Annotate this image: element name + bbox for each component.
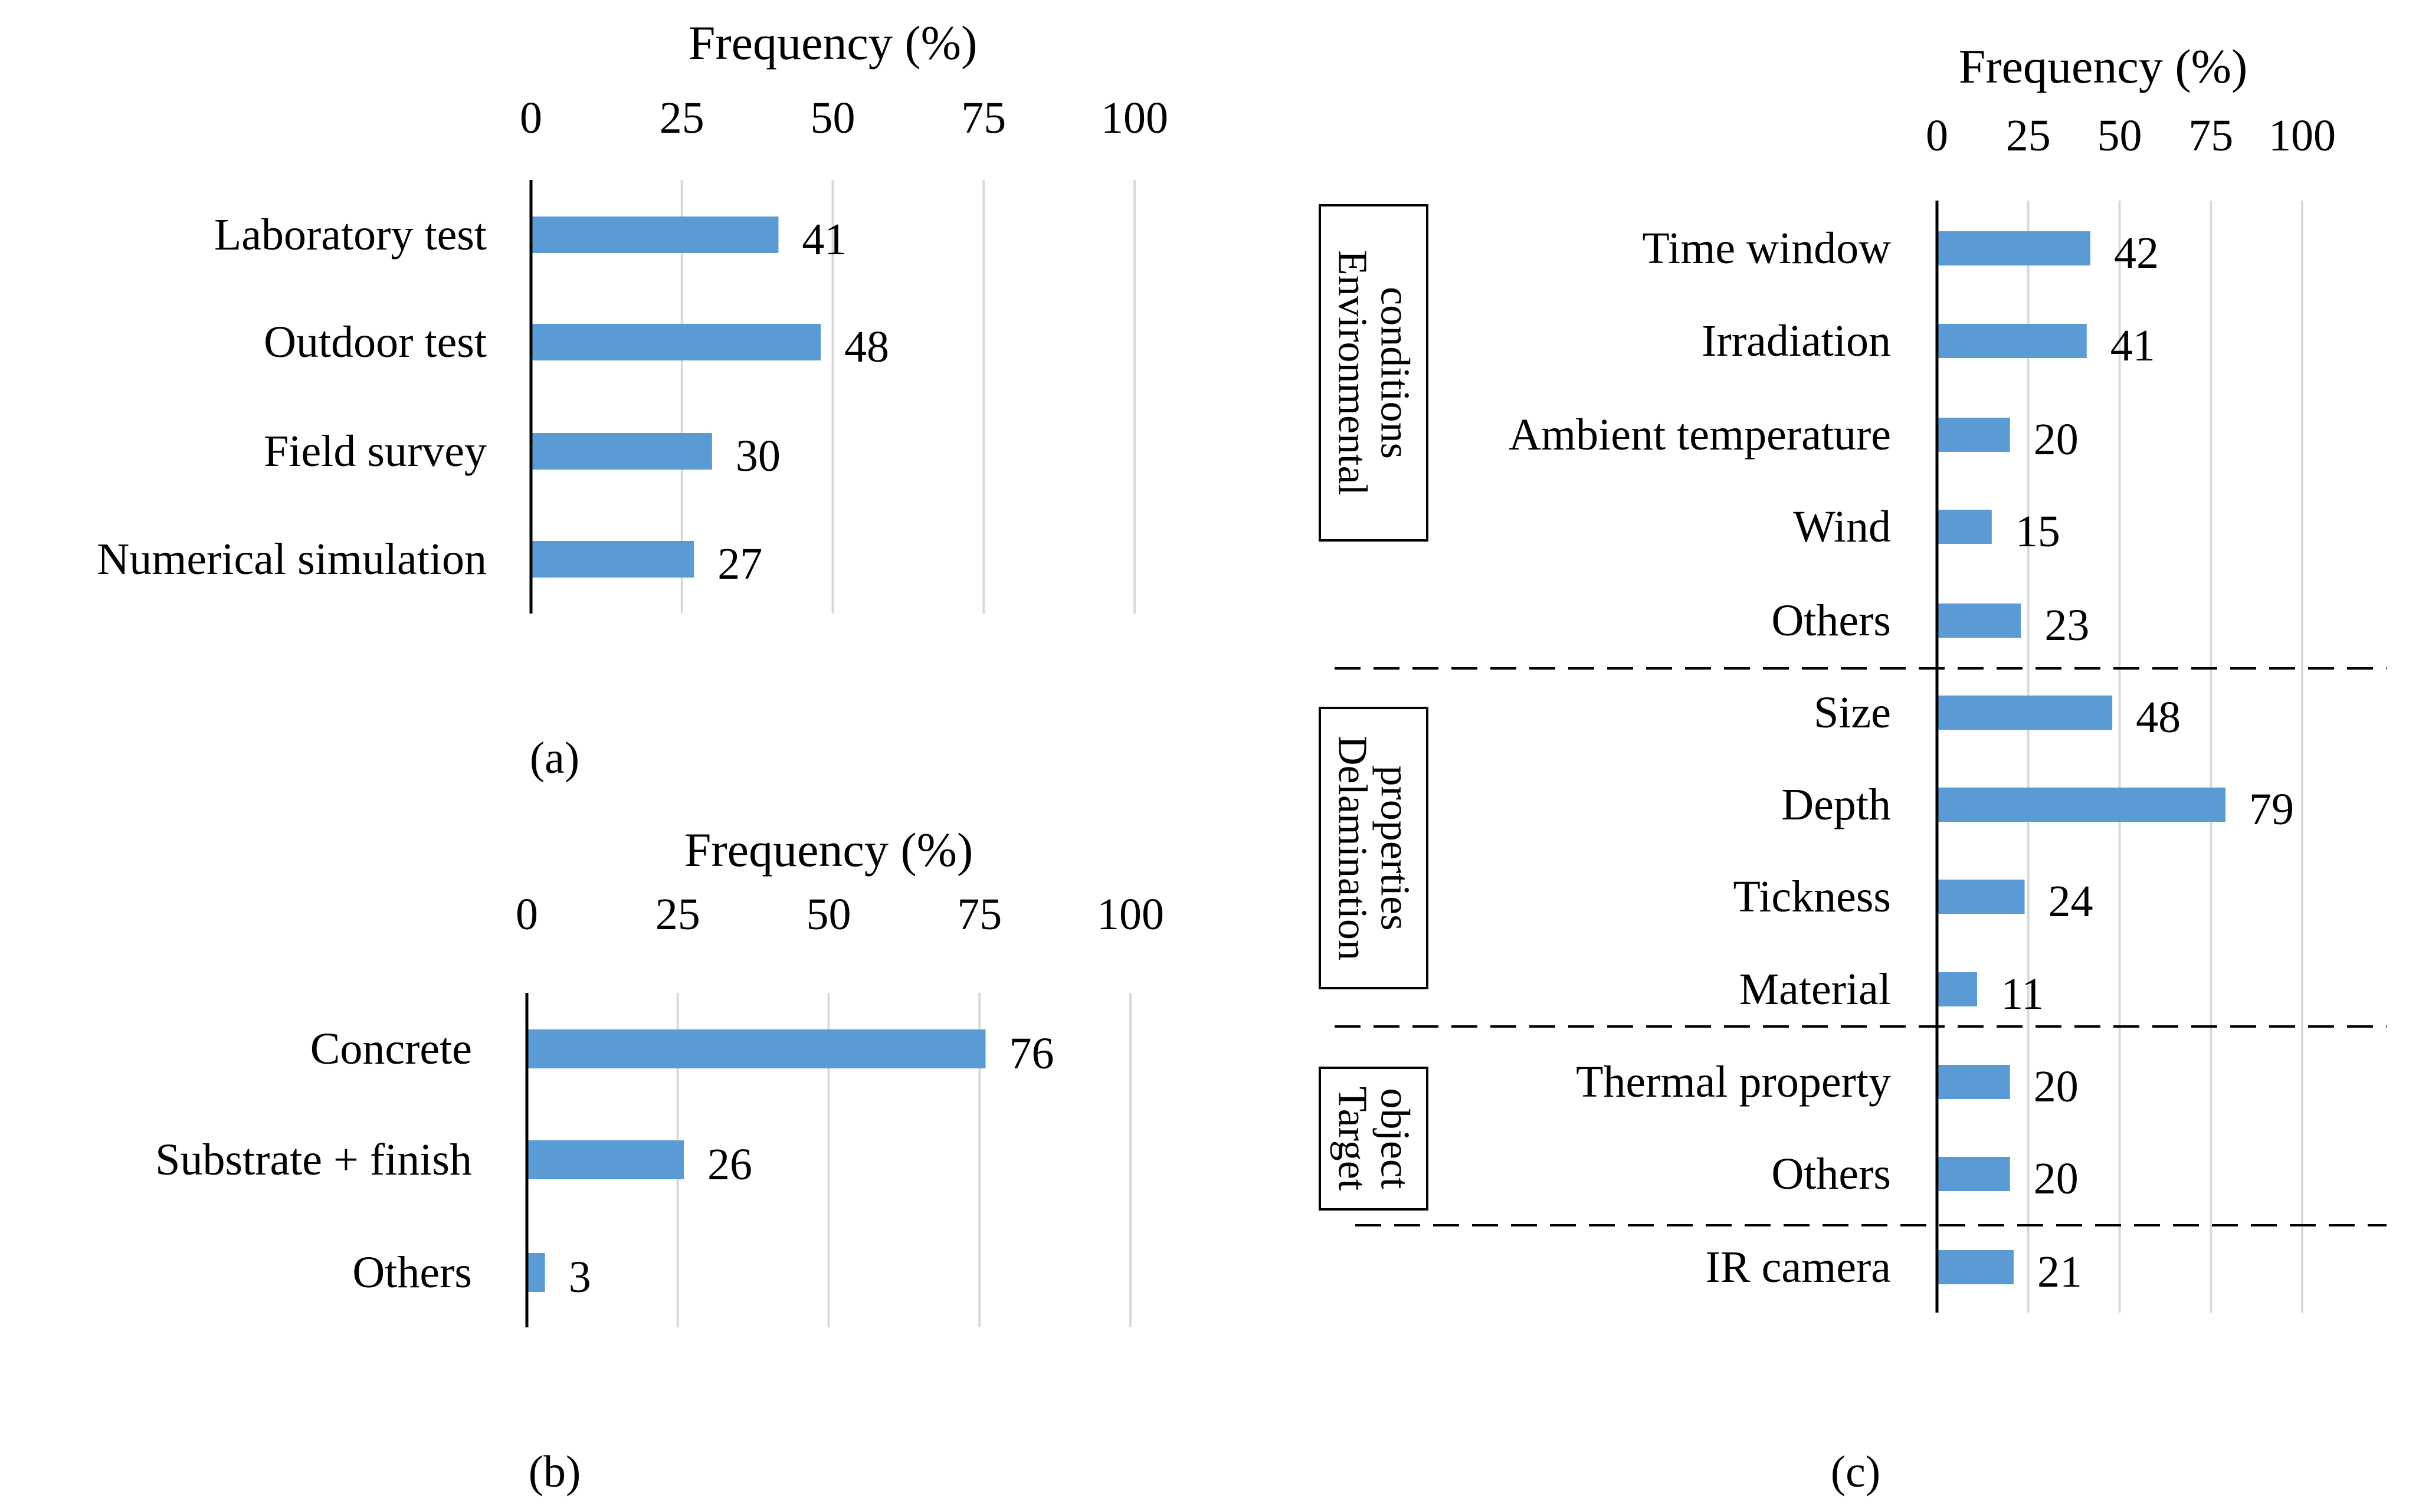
chart-panel-a: Frequency (%) 0 25 50 75 100 Laboratory test 41… xyxy=(97,16,1168,783)
category-label: Others xyxy=(1771,1149,1891,1199)
data-label: 79 xyxy=(2249,785,2294,834)
category-label: Depth xyxy=(1781,780,1891,829)
data-label: 23 xyxy=(2044,601,2089,650)
panel-label: (c) xyxy=(1831,1447,1880,1497)
data-label: 48 xyxy=(844,322,889,372)
x-tick-label: 50 xyxy=(807,890,851,939)
x-tick-label: 100 xyxy=(1101,93,1168,143)
category-label: Numerical simulation xyxy=(97,534,487,584)
bar xyxy=(1937,1065,2010,1099)
data-label: 15 xyxy=(2015,507,2060,556)
category-label: Concrete xyxy=(310,1024,472,1074)
x-tick-label: 100 xyxy=(2269,111,2336,160)
x-tick-label: 0 xyxy=(516,890,538,939)
bar xyxy=(1937,972,1978,1006)
bar xyxy=(527,1253,545,1292)
data-label: 11 xyxy=(2001,969,2044,1019)
x-tick-label: 50 xyxy=(2097,111,2142,160)
category-label: Others xyxy=(352,1248,472,1297)
data-label: 76 xyxy=(1009,1029,1054,1078)
x-axis-title: Frequency (%) xyxy=(689,16,978,70)
bar xyxy=(531,324,821,360)
x-axis-title: Frequency (%) xyxy=(1959,40,2248,93)
category-label: Size xyxy=(1814,688,1891,737)
x-tick-label: 75 xyxy=(961,93,1006,143)
bar xyxy=(1937,1157,2010,1191)
bar xyxy=(1937,696,2113,730)
bar xyxy=(1937,510,1992,544)
category-label: Ambient temperature xyxy=(1509,410,1891,460)
category-label: Material xyxy=(1739,965,1891,1014)
group-label-line: conditions xyxy=(1372,287,1418,459)
data-label: 42 xyxy=(2114,228,2159,278)
bar xyxy=(531,541,694,578)
group-label-line: object xyxy=(1372,1088,1418,1189)
group-label-line: Target xyxy=(1330,1087,1375,1191)
group-label-line: properties xyxy=(1372,766,1418,931)
category-label: Wind xyxy=(1793,502,1891,552)
category-label: Irradiation xyxy=(1702,316,1891,366)
bar xyxy=(1937,1250,2014,1284)
data-label: 27 xyxy=(717,539,762,589)
category-label: IR camera xyxy=(1706,1242,1891,1292)
bar xyxy=(1937,604,2021,638)
category-label: Field survey xyxy=(264,427,487,476)
data-label: 3 xyxy=(569,1252,591,1302)
data-label: 20 xyxy=(2034,415,2079,464)
category-label: Others xyxy=(1771,596,1891,645)
x-tick-label: 100 xyxy=(1097,890,1164,939)
category-label: Outdoor test xyxy=(264,317,487,367)
bar xyxy=(531,217,779,253)
x-tick-label: 25 xyxy=(2006,111,2051,160)
data-label: 21 xyxy=(2037,1247,2082,1297)
x-tick-label: 25 xyxy=(655,890,700,939)
x-tick-label: 25 xyxy=(660,93,704,143)
bar xyxy=(1937,418,2010,452)
group-box xyxy=(1319,1067,1428,1211)
bar xyxy=(527,1029,986,1068)
bar xyxy=(527,1140,684,1179)
x-axis-title: Frequency (%) xyxy=(684,823,974,877)
x-tick-label: 50 xyxy=(811,93,856,143)
data-label: 20 xyxy=(2034,1154,2079,1203)
bar xyxy=(1937,880,2025,914)
group-label-line: Delamination xyxy=(1330,736,1375,960)
bar xyxy=(531,433,712,470)
x-tick-label: 0 xyxy=(1926,111,1948,160)
x-tick-label: 0 xyxy=(520,93,542,143)
category-label: Tickness xyxy=(1733,872,1891,921)
bar xyxy=(1937,324,2087,358)
group-box xyxy=(1319,707,1428,989)
data-label: 48 xyxy=(2136,693,2181,742)
category-label: Substrate + finish xyxy=(155,1135,472,1185)
bar xyxy=(1937,231,2090,265)
group-box xyxy=(1319,204,1428,542)
data-label: 41 xyxy=(802,215,847,264)
panel-label: (a) xyxy=(530,733,579,783)
chart-panel-c: Frequency (%)0 25 50 75 100 Time window 42 Irra… xyxy=(1319,40,2387,1497)
x-tick-label: 75 xyxy=(2188,111,2233,160)
category-label: Thermal property xyxy=(1576,1057,1891,1107)
data-label: 20 xyxy=(2034,1062,2079,1111)
chart-panel-b: Frequency (%) 0 25 50 75 100 Concrete 76 Substra… xyxy=(155,823,1164,1497)
data-label: 41 xyxy=(2110,321,2155,370)
bar xyxy=(1937,788,2226,822)
group-label-line: Environmental xyxy=(1330,250,1375,496)
category-label: Time window xyxy=(1642,224,1891,273)
data-label: 26 xyxy=(707,1140,752,1189)
data-label: 24 xyxy=(2048,877,2093,926)
panel-label: (b) xyxy=(529,1447,581,1497)
x-tick-label: 75 xyxy=(957,890,1002,939)
category-label: Laboratory test xyxy=(214,210,487,260)
data-label: 30 xyxy=(736,431,781,481)
